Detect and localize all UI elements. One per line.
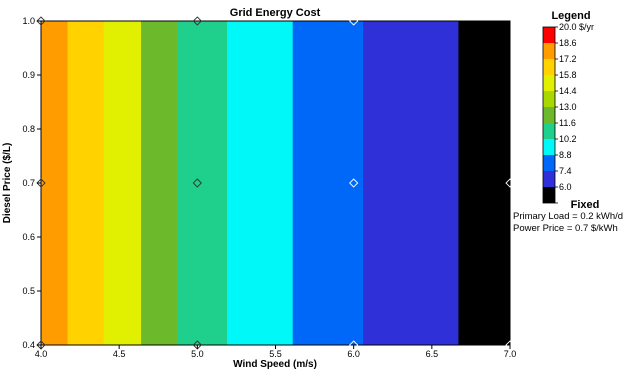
band-4 [177,21,228,345]
fixed-title: Fixed [570,199,600,211]
y-tick-label-1: 0.5 [22,286,35,296]
marker-0 [36,16,46,26]
legend-title: Legend [551,10,590,22]
y-tick-label-2: 0.6 [22,232,35,242]
marker-5 [349,178,359,188]
y-axis-ticks: 0.4 0.5 0.6 0.7 0.8 0.9 1.0 [22,16,41,350]
x-tick-label-4: 6.0 [347,349,360,359]
fixed-power-price: Power Price = 0.7 $/kWh [513,223,618,234]
legend-label-6: 11.6 [559,118,576,128]
legend-swatch-6 [543,139,555,155]
legend-swatch-top [543,27,555,43]
band-3 [141,21,178,345]
legend-swatch-5 [543,123,555,139]
legend-label-10: 6.0 [559,182,572,192]
fixed-panel: Fixed Primary Load = 0.2 kWh/d Power Pri… [513,199,629,235]
legend-swatch-3 [543,91,555,107]
x-tick-label-3: 5.5 [269,349,282,359]
legend-label-8: 8.8 [559,150,572,160]
legend-frame [542,26,556,204]
x-axis-ticks: 4.0 4.5 5.0 5.5 6.0 6.5 7.0 [35,345,517,359]
x-tick-label-5: 6.5 [426,349,439,359]
legend-swatch-9 [543,187,555,203]
legend-swatch-4 [543,107,555,123]
legend-label-9: 7.4 [559,166,572,176]
band-5 [227,21,294,345]
legend: Legend 20.0 $/yr 18.6 17.2 15.8 14.4 13.0 11.6… [542,10,594,204]
marker-1 [192,16,202,26]
band-6 [292,21,364,345]
y-tick-label-6: 1.0 [22,16,35,26]
marker-3 [36,178,46,188]
legend-label-0: 20.0 $/yr [559,22,594,32]
chart-title: Grid Energy Cost [230,7,321,19]
legend-label-3: 15.8 [559,70,577,80]
legend-label-1: 18.6 [559,38,577,48]
y-tick-label-3: 0.7 [22,178,35,188]
band-2 [103,21,142,345]
fixed-primary-load: Primary Load = 0.2 kWh/d [513,211,624,222]
x-tick-label-0: 4.0 [35,349,48,359]
y-tick-label-0: 0.4 [22,340,35,350]
legend-swatch-7 [543,155,555,171]
band-8 [458,21,511,345]
x-tick-label-6: 7.0 [504,349,517,359]
marker-2 [349,16,359,26]
contour-bands [41,21,511,345]
legend-swatch-2 [543,75,555,91]
legend-swatch-0 [543,43,555,59]
legend-swatch-8 [543,171,555,187]
x-tick-label-1: 4.5 [113,349,126,359]
band-7 [363,21,459,345]
x-axis-label: Wind Speed (m/s) [233,359,317,370]
marker-4 [192,178,202,188]
legend-label-7: 10.2 [559,134,577,144]
legend-label-4: 14.4 [559,86,577,96]
band-1 [67,21,105,345]
marker-6 [505,178,515,188]
y-axis-label: Diesel Price ($/L) [2,143,13,224]
y-tick-label-5: 0.9 [22,70,35,80]
x-tick-label-2: 5.0 [191,349,204,359]
y-tick-label-4: 0.8 [22,124,35,134]
legend-swatch-1 [543,59,555,75]
legend-label-2: 17.2 [559,54,577,64]
legend-label-5: 13.0 [559,102,577,112]
